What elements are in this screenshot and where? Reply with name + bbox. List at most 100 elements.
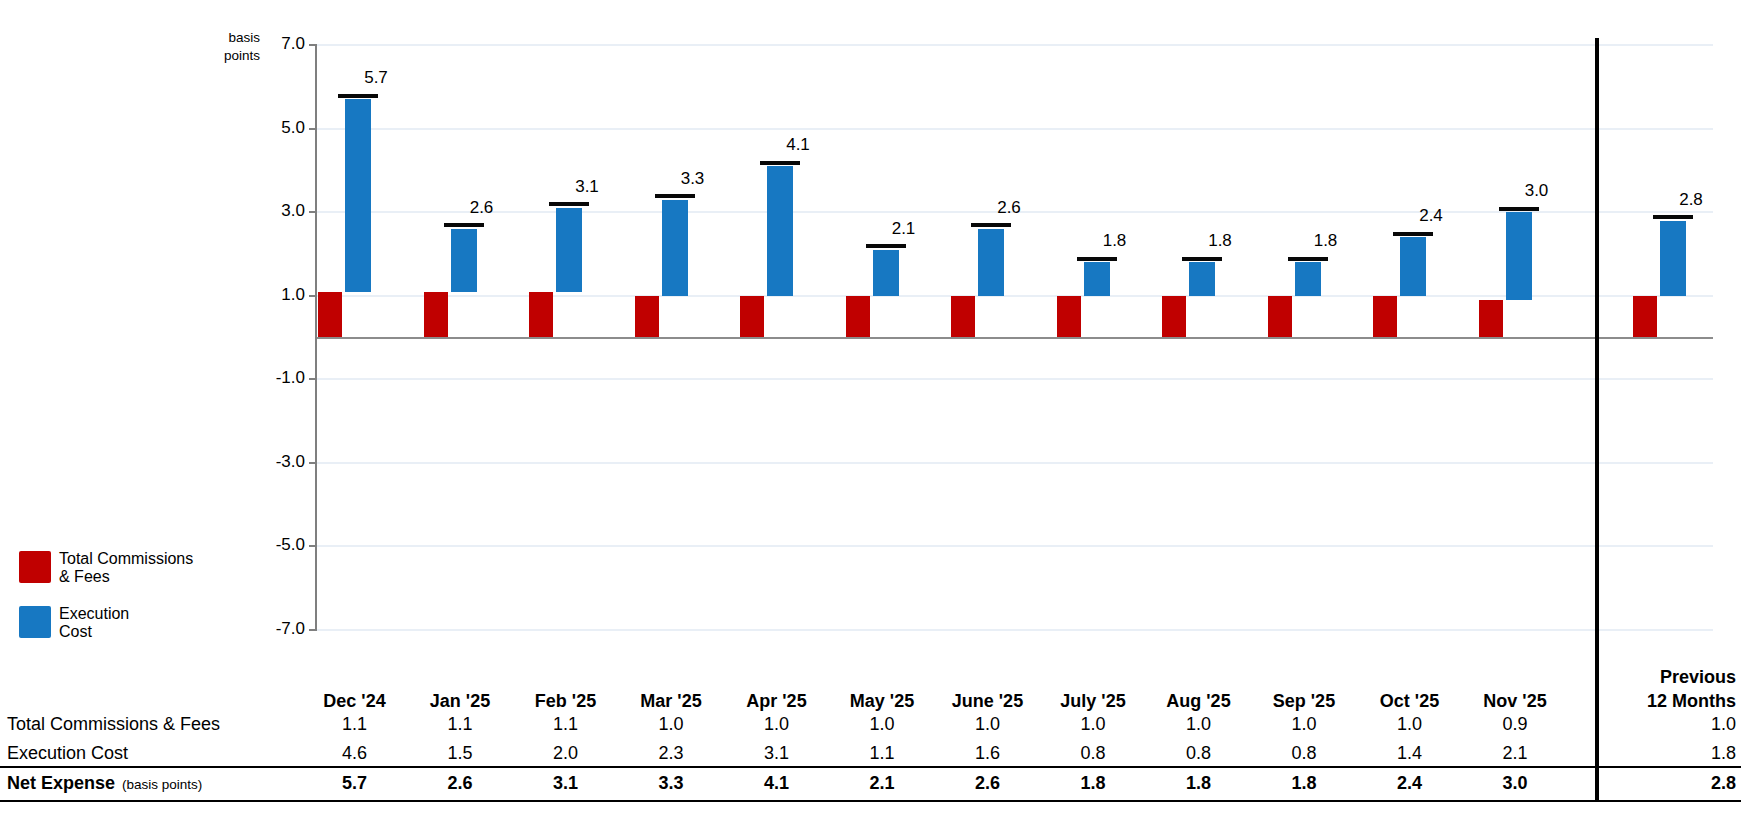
table-col-header: Aug '25 (1144, 691, 1254, 712)
net-total-cap-line (549, 202, 589, 206)
row-label-text: Net Expense (7, 773, 115, 793)
table-top-border (0, 766, 1741, 769)
net-total-value-label: 2.6 (452, 198, 512, 218)
previous-header-line1: Previous (1596, 667, 1736, 688)
table-cell: 3.1 (511, 773, 621, 794)
net-total-cap-line (444, 223, 484, 227)
execution-bar (556, 208, 582, 292)
y-gridline (317, 629, 1713, 631)
table-cell: 1.1 (827, 743, 937, 764)
net-total-value-label: 2.8 (1661, 190, 1721, 210)
y-axis-tick-label: -1.0 (233, 368, 305, 388)
net-total-cap-line (760, 161, 800, 165)
net-total-value-label: 1.8 (1296, 231, 1356, 251)
table-cell: 1.8 (1249, 773, 1359, 794)
legend-item-commissions: Total Commissions & Fees (19, 551, 249, 585)
table-cell: 1.0 (933, 714, 1043, 735)
commissions-bar (529, 292, 553, 338)
execution-bar (1084, 262, 1110, 295)
execution-bar (1660, 221, 1686, 296)
table-cell: 1.5 (405, 743, 515, 764)
execution-bar (873, 250, 899, 296)
y-gridline (317, 462, 1713, 464)
table-row-label: Net Expense (basis points) (7, 773, 202, 794)
table-cell: 1.1 (405, 714, 515, 735)
execution-bar (767, 166, 793, 296)
execution-bar (978, 229, 1004, 296)
previous-period-separator-line (1595, 38, 1599, 802)
previous-header-line2: 12 Months (1596, 691, 1736, 712)
table-cell: 2.4 (1355, 773, 1465, 794)
table-cell: 0.8 (1249, 743, 1359, 764)
y-axis-tick-label: 3.0 (233, 201, 305, 221)
commissions-bar (1479, 300, 1503, 338)
table-cell: 2.0 (511, 743, 621, 764)
table-cell: 1.8 (1144, 773, 1254, 794)
net-total-value-label: 2.1 (874, 219, 934, 239)
table-cell: 1.8 (1038, 773, 1148, 794)
execution-bar (1400, 237, 1426, 296)
commissions-bar (846, 296, 870, 338)
table-cell: 1.0 (1038, 714, 1148, 735)
table-cell: 3.3 (616, 773, 726, 794)
y-gridline (317, 545, 1713, 547)
table-cell: 1.0 (1355, 714, 1465, 735)
execution-bar (1189, 262, 1215, 295)
table-cell: 2.6 (933, 773, 1043, 794)
legend-label-commissions-line1: Total Commissions (59, 550, 193, 568)
net-total-value-label: 3.3 (663, 169, 723, 189)
table-col-header: Apr '25 (722, 691, 832, 712)
table-cell: 2.6 (405, 773, 515, 794)
table-col-header: Mar '25 (616, 691, 726, 712)
table-cell: 2.1 (1460, 743, 1570, 764)
commissions-swatch-icon (19, 551, 51, 583)
net-total-value-label: 5.7 (346, 68, 406, 88)
table-cell: 4.1 (722, 773, 832, 794)
table-col-header: May '25 (827, 691, 937, 712)
net-total-value-label: 3.1 (557, 177, 617, 197)
net-total-value-label: 1.8 (1190, 231, 1250, 251)
net-total-cap-line (1077, 257, 1117, 261)
commissions-bar (635, 296, 659, 338)
table-col-header: Oct '25 (1355, 691, 1465, 712)
table-cell: 3.0 (1460, 773, 1570, 794)
net-total-cap-line (1182, 257, 1222, 261)
table-cell: 1.0 (1249, 714, 1359, 735)
execution-bar (451, 229, 477, 292)
table-cell: 2.1 (827, 773, 937, 794)
table-cell: 3.1 (722, 743, 832, 764)
commissions-bar (1268, 296, 1292, 338)
table-col-header: Jan '25 (405, 691, 515, 712)
y-axis-tick-label: -3.0 (233, 452, 305, 472)
table-cell: 1.1 (300, 714, 410, 735)
table-cell: 4.6 (300, 743, 410, 764)
y-gridline (317, 44, 1713, 46)
commissions-bar (1633, 296, 1657, 338)
execution-bar (1506, 212, 1532, 300)
net-total-cap-line (971, 223, 1011, 227)
commissions-bar (951, 296, 975, 338)
execution-swatch-icon (19, 606, 51, 638)
zero-baseline (317, 337, 1713, 340)
commissions-bar (1162, 296, 1186, 338)
table-cell: 1.4 (1355, 743, 1465, 764)
table-row-label: Execution Cost (7, 743, 128, 764)
net-total-cap-line (1653, 215, 1693, 219)
y-axis-tick-label: -7.0 (233, 619, 305, 639)
legend-item-execution: Execution Cost (19, 606, 249, 640)
table-cell: 0.8 (1144, 743, 1254, 764)
row-label-text: Execution Cost (7, 743, 128, 763)
y-axis-tick-label: 1.0 (233, 285, 305, 305)
net-total-value-label: 3.0 (1507, 181, 1567, 201)
legend-label-execution-line1: Execution (59, 605, 129, 623)
table-col-header: Nov '25 (1460, 691, 1570, 712)
net-total-value-label: 2.4 (1401, 206, 1461, 226)
legend-label-commissions-line2: & Fees (59, 568, 110, 586)
row-label-text: Total Commissions & Fees (7, 714, 220, 734)
legend-label-execution-line2: Cost (59, 623, 92, 641)
table-cell: 1.0 (1144, 714, 1254, 735)
row-label-suffix: (basis points) (122, 777, 202, 792)
table-cell: 1.0 (827, 714, 937, 735)
commissions-bar (424, 292, 448, 338)
table-cell: 1.0 (616, 714, 726, 735)
